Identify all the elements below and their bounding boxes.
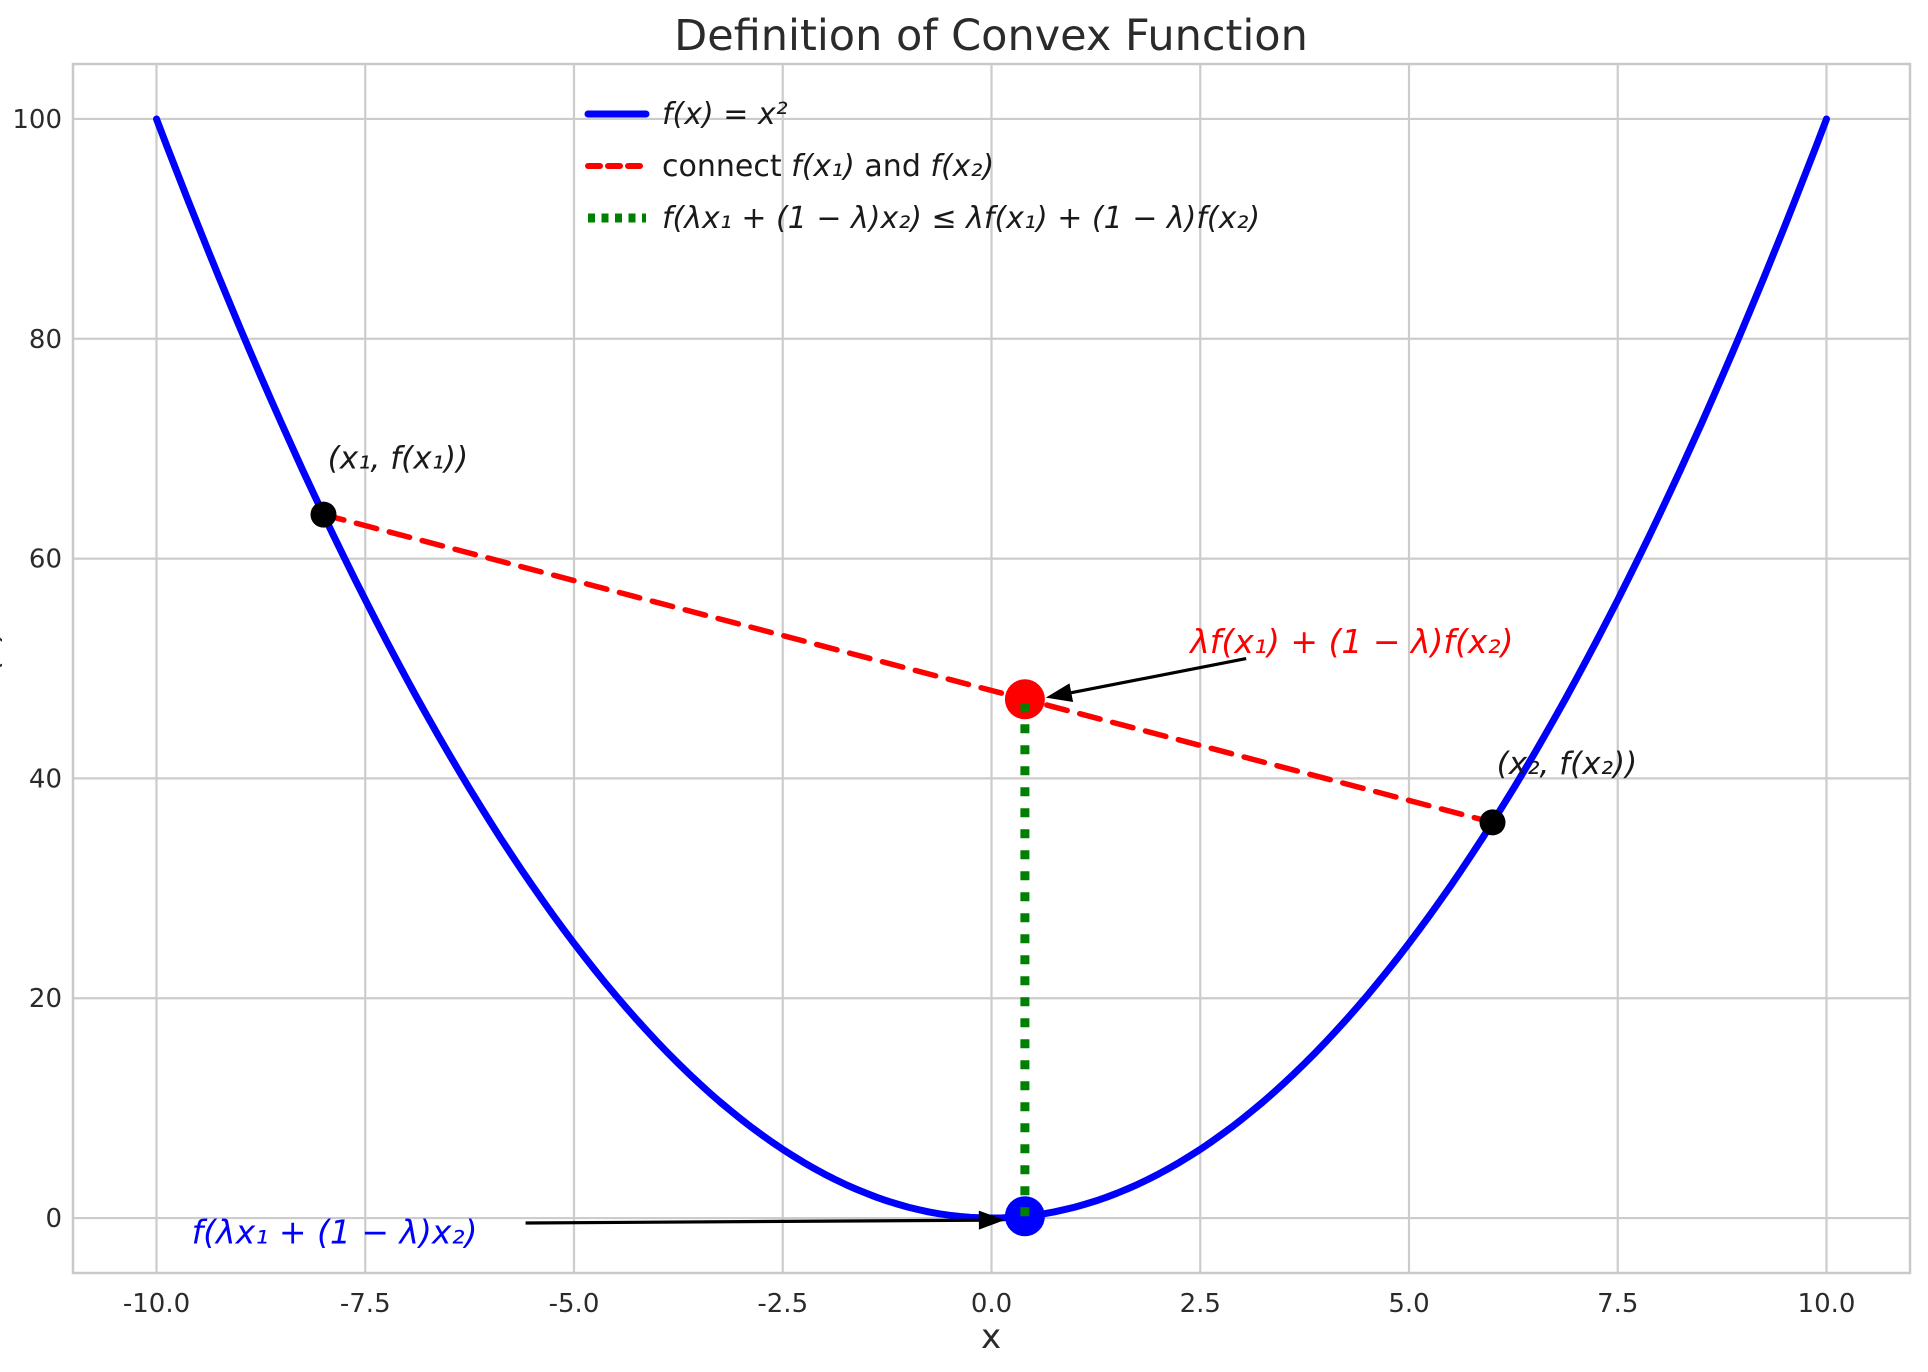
label-chord-value-run: λf(x₁) + (1 − λ)f(x₂) [1188, 622, 1513, 661]
legend-label-chord: connect f(x₁) and f(x₂) [662, 149, 994, 184]
y-tick-label-40: 40 [29, 764, 62, 794]
axes-border [71, 62, 1912, 1275]
legend-label-chord-run: f(x₂) [930, 149, 994, 184]
label-chord-value-arrow-head [1045, 683, 1074, 702]
x-tick-label--2.5: -2.5 [757, 1289, 808, 1319]
data-points [310, 501, 1506, 1237]
legend-label-curve: f(x) = x² [662, 97, 788, 132]
y-tick-label-100: 100 [12, 105, 62, 135]
axes-frame [71, 62, 1912, 1275]
x-tick-label-0.0: 0.0 [971, 1289, 1012, 1319]
x-tick-label--5.0: -5.0 [549, 1289, 600, 1319]
gridlines [73, 64, 1910, 1273]
x-tick-label--7.5: -7.5 [340, 1289, 391, 1319]
label-curve-value-arrow-line [525, 1218, 991, 1225]
tick-labels: -10.0 -7.5 -5.0 -2.5 0.0 2.5 5.0 7.5 10.0 0 20 40 60… [12, 105, 1855, 1319]
legend-label-chord-run: connect [662, 149, 791, 184]
legend-label-interpolation: f(λx₁ + (1 − λ)x₂) ≤ λf(x₁) + (1 − λ)f(x… [662, 201, 1260, 236]
legend-label-interpolation-run: f(λx₁ + (1 − λ)x₂) ≤ λf(x₁) + (1 − λ)f(x… [662, 201, 1260, 236]
x-axis-label: x [981, 1317, 1001, 1357]
point-x1 [310, 501, 337, 528]
label-x1-run: (x₁, f(x₁)) [328, 440, 469, 476]
y-tick-label-60: 60 [29, 545, 62, 575]
label-x2-run: (x₂, f(x₂)) [1497, 746, 1638, 782]
label-curve-value-run: f(λx₁ + (1 − λ)x₂) [192, 1212, 478, 1251]
y-axis-label: f(x) [0, 627, 6, 682]
label-chord-value-arrow-line [1059, 657, 1247, 697]
x-tick-label-2.5: 2.5 [1180, 1289, 1221, 1319]
point-x2 [1479, 809, 1506, 836]
label-x2: (x₂, f(x₂)) [1497, 746, 1638, 782]
legend-label-chord-run: and [855, 149, 931, 184]
label-curve-value: f(λx₁ + (1 − λ)x₂) [192, 1212, 478, 1251]
x-tick-label--10.0: -10.0 [123, 1289, 190, 1319]
x-tick-label-7.5: 7.5 [1597, 1289, 1638, 1319]
x-tick-label-5.0: 5.0 [1388, 1289, 1429, 1319]
legend-label-curve-run: f(x) = x² [662, 97, 788, 132]
y-tick-label-80: 80 [29, 325, 62, 355]
label-x1: (x₁, f(x₁)) [328, 440, 469, 476]
legend-label-chord-run: f(x₁) [791, 149, 855, 184]
legend: f(x) = x² connect f(x₁) and f(x₂) f(λx₁ + … [584, 97, 1260, 236]
label-curve-value-arrow-head [978, 1210, 1005, 1230]
chart-title: Definition of Convex Function [674, 11, 1308, 61]
point-chord [1004, 679, 1045, 720]
x-tick-label-10.0: 10.0 [1798, 1289, 1856, 1319]
annotations: (x₁, f(x₁)) (x₂, f(x₂)) λf(x₁) + (1 − λ)f(… [192, 440, 1638, 1251]
y-tick-label-0: 0 [45, 1204, 62, 1234]
y-tick-label-20: 20 [29, 984, 62, 1014]
series-chord [320, 511, 1496, 826]
label-chord-value: λf(x₁) + (1 − λ)f(x₂) [1188, 622, 1513, 661]
